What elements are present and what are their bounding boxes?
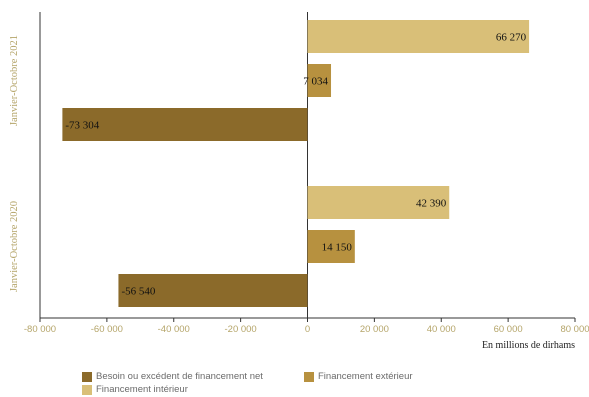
bar [307, 64, 332, 97]
bar-label: 7 034 [303, 76, 328, 88]
x-tick-label: 80 000 [560, 324, 589, 335]
x-tick-label: 20 000 [360, 324, 389, 335]
bar [118, 274, 308, 307]
x-tick-label: 60 000 [494, 324, 523, 335]
legend-item-interieur: Financement intérieur [82, 384, 188, 395]
bar [307, 230, 355, 263]
legend-item-besoin: Besoin ou excédent de financement net [82, 371, 263, 382]
legend-swatch-interieur [82, 384, 92, 395]
legend-label-exterieur: Financement extérieur [318, 371, 413, 382]
legend-item-exterieur: Financement extérieur [304, 371, 413, 382]
bar-label: 66 270 [496, 32, 527, 44]
bar-label: -73 304 [65, 120, 99, 132]
bar [307, 186, 450, 219]
bar-label: 14 150 [322, 242, 353, 254]
legend-swatch-exterieur [304, 371, 314, 382]
x-tick-label: -20 000 [225, 324, 257, 335]
bar [62, 108, 308, 141]
x-axis-title: En millions de dirhams [482, 340, 575, 351]
legend-label-interieur: Financement intérieur [96, 384, 188, 395]
bar-label: -56 540 [121, 286, 155, 298]
legend: Besoin ou excédent de financement net Fi… [82, 371, 502, 395]
x-tick-label: -40 000 [158, 324, 190, 335]
x-tick-label: 0 [305, 324, 310, 335]
x-tick-label: -60 000 [91, 324, 123, 335]
legend-swatch-besoin [82, 371, 92, 382]
x-tick-label: -80 000 [24, 324, 56, 335]
bar [307, 20, 530, 53]
legend-label-besoin: Besoin ou excédent de financement net [96, 371, 263, 382]
group-label: Janvier-Octobre 2021 [9, 35, 20, 126]
x-tick-label: 40 000 [427, 324, 456, 335]
bar-label: 42 390 [416, 198, 447, 210]
group-label: Janvier-Octobre 2020 [9, 201, 20, 292]
